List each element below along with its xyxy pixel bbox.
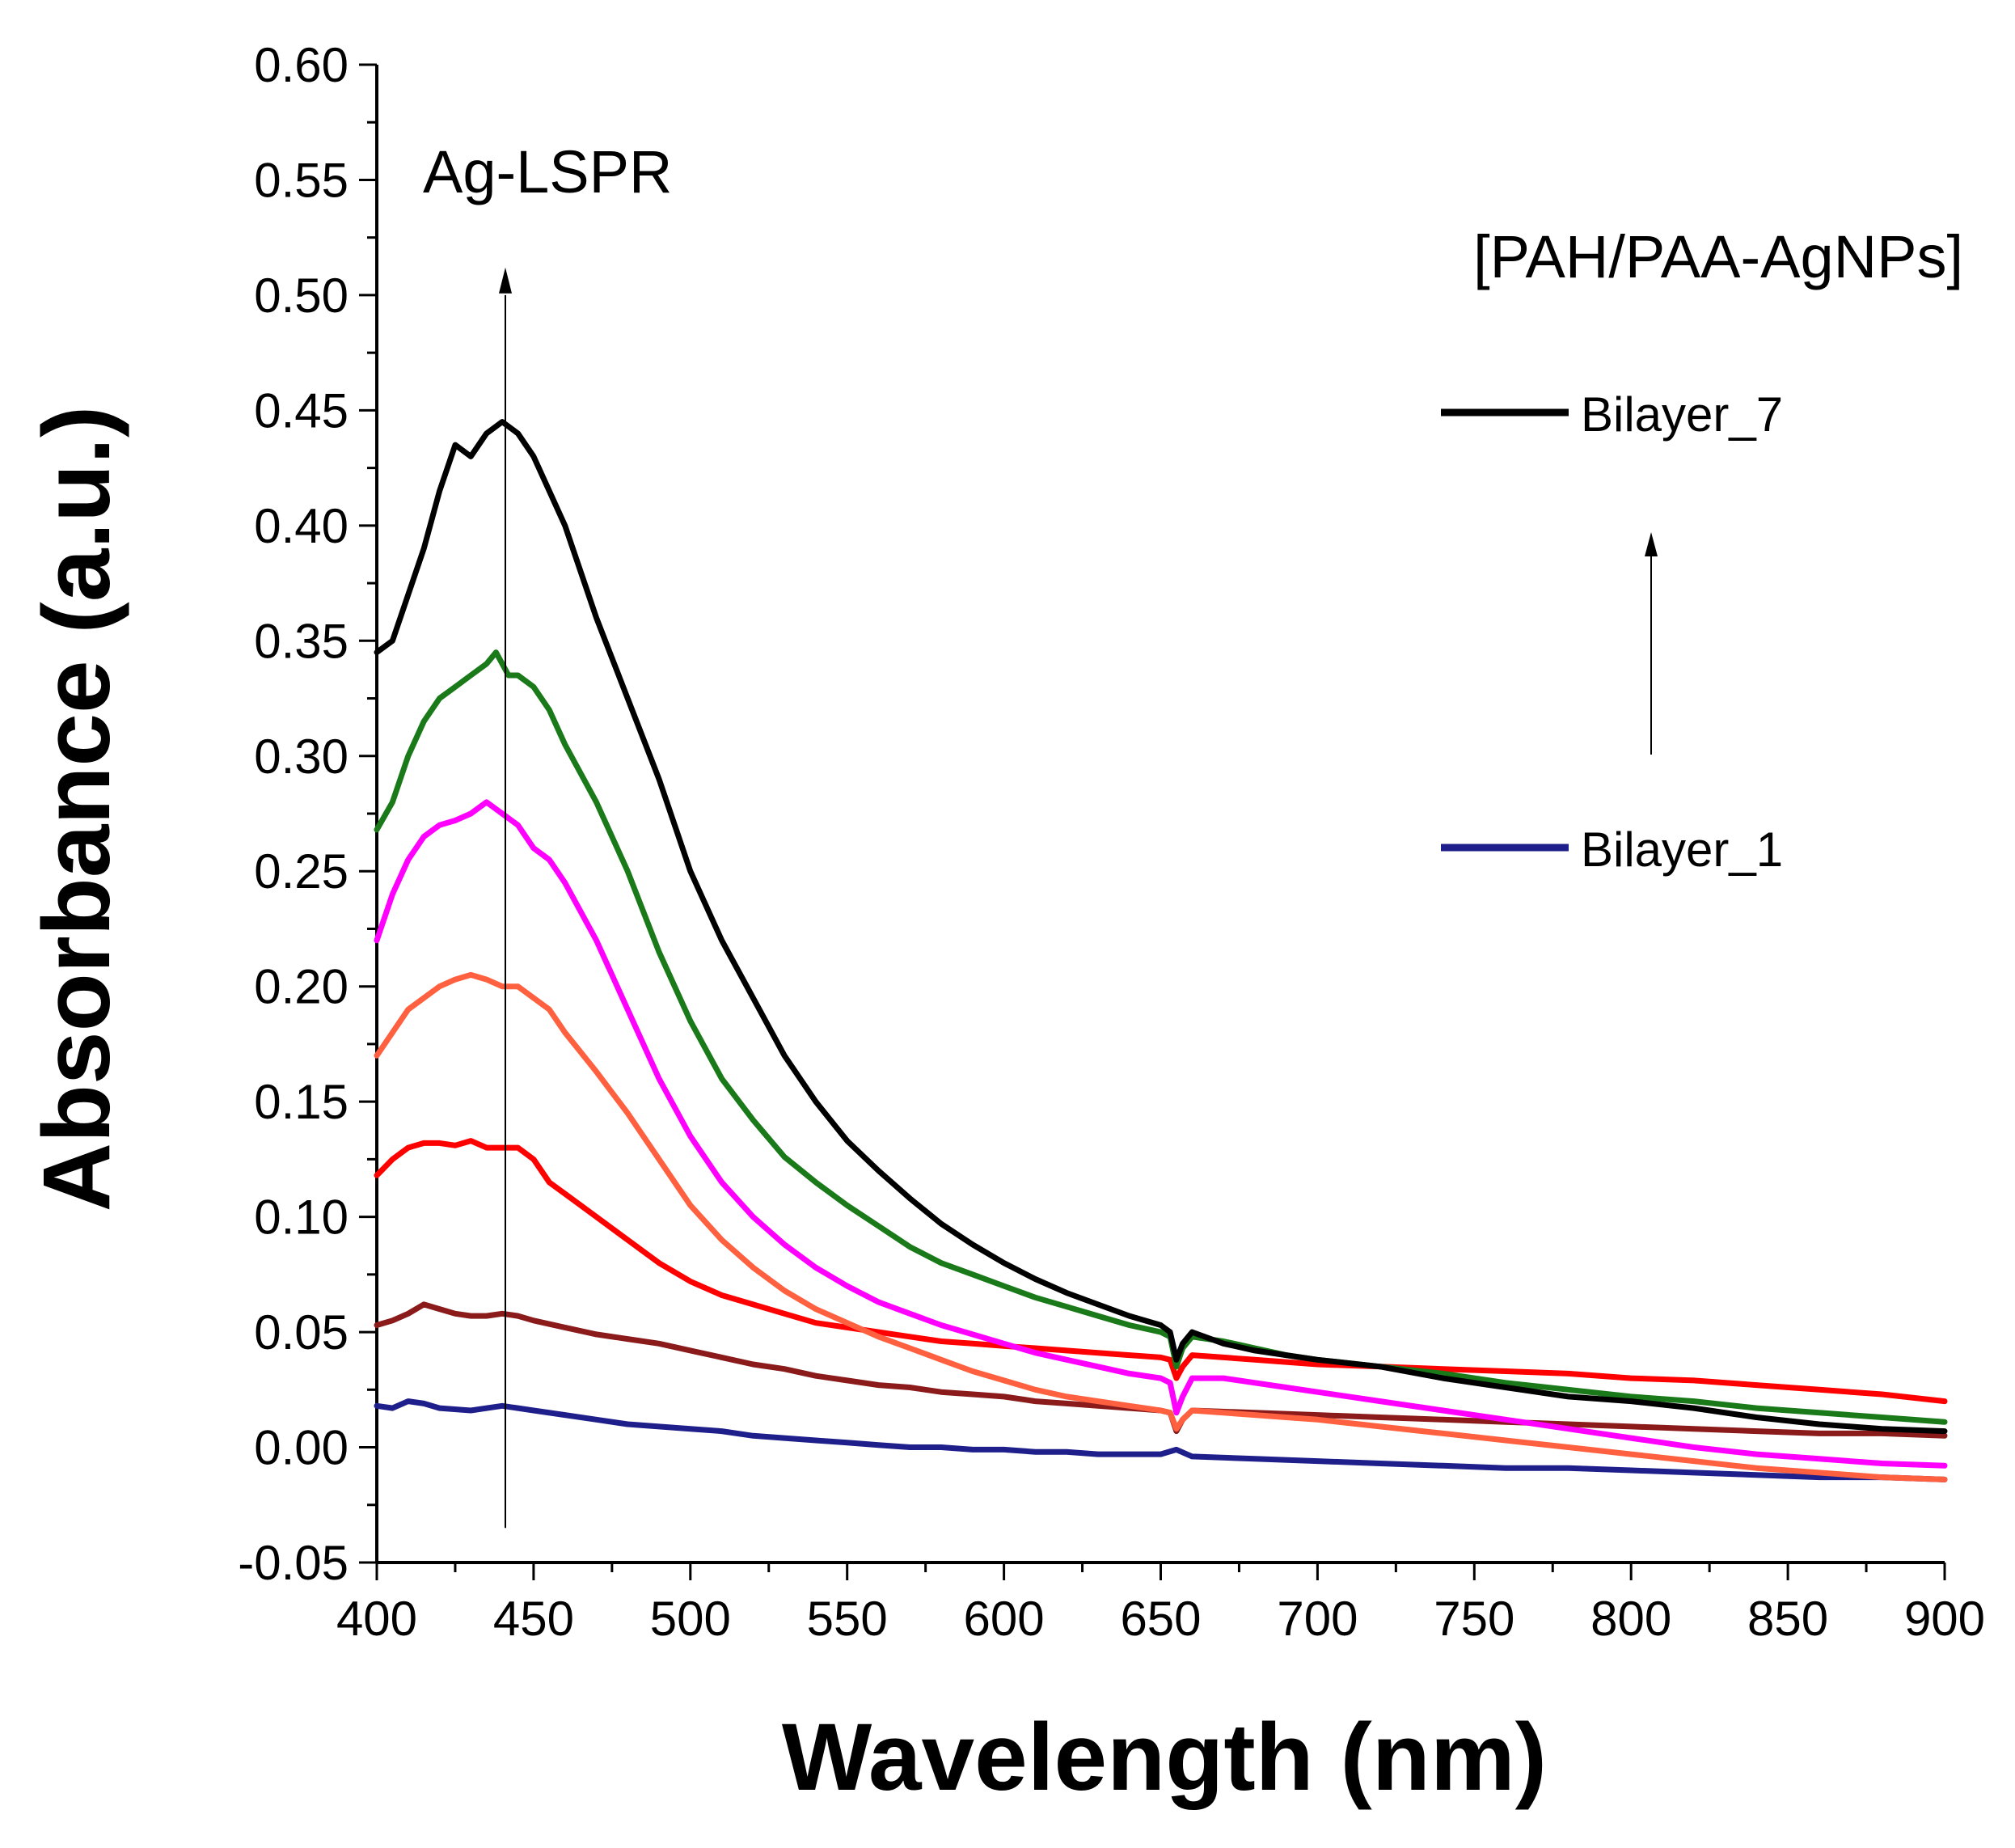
legend: Bilayer_7 Bilayer_1	[1441, 387, 1783, 877]
y-tick-label: 0.35	[254, 614, 349, 668]
y-tick-label: 0.15	[254, 1075, 349, 1129]
x-tick-label: 850	[1747, 1592, 1828, 1646]
x-tick-label: 800	[1590, 1592, 1671, 1646]
y-tick-label: -0.05	[238, 1536, 349, 1590]
series-group	[374, 419, 1948, 1482]
y-tick-label: 0.50	[254, 269, 349, 323]
y-ticks: -0.05 0.00 0.05 0.10 0.15 0.20 0.25 0.30 0.35 0.4…	[238, 38, 377, 1590]
y-tick-label: 0.55	[254, 153, 349, 207]
series-line-bilayer-6	[374, 649, 1948, 1425]
x-tick-label: 500	[650, 1592, 731, 1646]
x-tick-label: 900	[1904, 1592, 1985, 1646]
legend-label-bilayer-7: Bilayer_7	[1581, 387, 1783, 442]
y-tick-label: 0.30	[254, 729, 349, 784]
x-tick-label: 750	[1434, 1592, 1514, 1646]
y-tick-label: 0.45	[254, 383, 349, 438]
x-tick-label: 450	[493, 1592, 574, 1646]
y-tick-label: 0.00	[254, 1421, 349, 1475]
series-line-bilayer-3	[374, 1138, 1948, 1405]
x-tick-label: 550	[807, 1592, 888, 1646]
peak-label: Ag-LSPR	[423, 138, 672, 205]
peak-arrow-head-icon	[498, 267, 512, 294]
x-tick-label: 700	[1277, 1592, 1358, 1646]
plot-area: 400 450 500 550 600 650 700 750 800 850 900 -0.05 0…	[238, 38, 1985, 1646]
series-line-bilayer-5	[374, 799, 1948, 1469]
x-tick-label: 650	[1120, 1592, 1201, 1646]
x-tick-label: 600	[964, 1592, 1045, 1646]
series-line-bilayer-7	[374, 419, 1948, 1435]
series-line-bilayer-1	[374, 1398, 1948, 1482]
legend-label-bilayer-1: Bilayer_1	[1581, 823, 1783, 877]
x-axis-title: Wavelength (nm)	[782, 1704, 1547, 1811]
legend-title: [PAH/PAA-AgNPs]	[1473, 223, 1963, 290]
y-tick-label: 0.60	[254, 38, 349, 92]
x-tick-label: 400	[336, 1592, 417, 1646]
y-tick-label: 0.25	[254, 844, 349, 899]
y-axis-title: Absorbance (a.u.)	[23, 406, 130, 1212]
x-ticks: 400 450 500 550 600 650 700 750 800 850 900	[336, 1563, 1985, 1646]
y-tick-label: 0.10	[254, 1190, 349, 1245]
y-tick-label: 0.40	[254, 499, 349, 553]
y-tick-label: 0.05	[254, 1305, 349, 1360]
peak-arrow	[498, 267, 512, 1529]
y-tick-label: 0.20	[254, 960, 349, 1014]
legend-arrow-head-icon	[1645, 532, 1658, 556]
series-line-bilayer-2	[374, 1301, 1948, 1439]
